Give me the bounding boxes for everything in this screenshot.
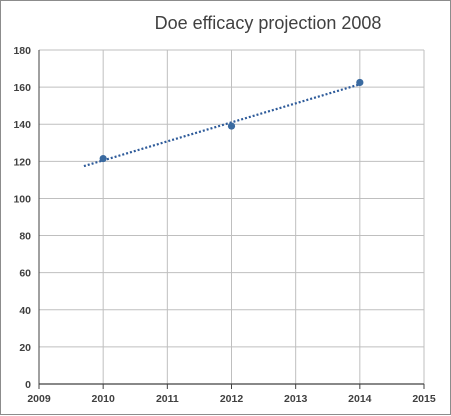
- y-tick-label: 0: [25, 379, 31, 391]
- y-tick-label: 120: [13, 156, 31, 168]
- chart-title: Doe efficacy projection 2008: [154, 13, 382, 33]
- y-tick-label: 20: [19, 342, 31, 354]
- x-tick-label: 2015: [412, 393, 436, 405]
- y-tick-label: 40: [19, 305, 31, 317]
- y-tick-label: 140: [13, 119, 31, 131]
- x-tick-label: 2014: [348, 393, 372, 405]
- data-point: [99, 154, 107, 163]
- x-tick-label: 2011: [156, 393, 179, 405]
- y-tick-label: 80: [19, 231, 31, 243]
- y-tick-label: 60: [19, 268, 31, 280]
- trendline: [83, 83, 361, 168]
- data-point: [227, 122, 236, 130]
- x-tick-label: 2013: [284, 393, 308, 405]
- x-tick-label: 2010: [91, 393, 115, 405]
- x-tick-label: 2012: [220, 393, 244, 405]
- x-tick-label: 2009: [27, 393, 51, 405]
- y-tick-label: 100: [13, 193, 31, 205]
- y-tick-label: 180: [13, 45, 31, 57]
- y-tick-label: 160: [13, 82, 31, 94]
- data-point: [356, 78, 364, 87]
